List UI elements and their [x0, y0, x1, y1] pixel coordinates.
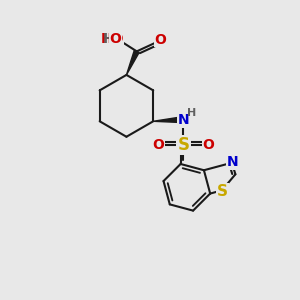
Text: O: O [109, 32, 121, 46]
Polygon shape [153, 117, 180, 122]
Text: H: H [102, 32, 114, 46]
Text: O: O [152, 138, 164, 152]
Text: N: N [227, 155, 238, 169]
Text: O: O [154, 33, 166, 47]
Polygon shape [126, 50, 139, 75]
Text: HO: HO [100, 32, 124, 46]
Text: O: O [202, 138, 214, 152]
Text: N: N [177, 113, 189, 127]
Text: H: H [188, 108, 197, 118]
Text: S: S [217, 184, 228, 199]
Text: S: S [177, 136, 189, 154]
